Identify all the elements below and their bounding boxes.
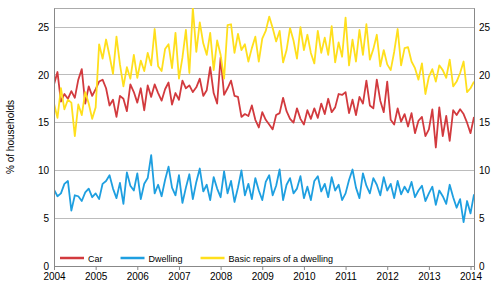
x-tick-mark bbox=[221, 266, 222, 270]
y-tick-label: 0 bbox=[43, 261, 49, 272]
y-tick: 0 bbox=[474, 261, 485, 272]
plot-area bbox=[54, 8, 474, 222]
x-tick-label: 2012 bbox=[377, 271, 400, 282]
x-axis-line bbox=[55, 267, 475, 271]
x-tick-mark bbox=[471, 266, 472, 270]
y-tick: 20 bbox=[474, 70, 491, 81]
x-tick-label: 2007 bbox=[168, 271, 191, 282]
y-tick: 15 bbox=[38, 117, 54, 128]
y-tick: 10 bbox=[474, 165, 491, 176]
x-tick-label: 2006 bbox=[127, 271, 150, 282]
legend-item: Car bbox=[60, 254, 103, 264]
series-line bbox=[54, 8, 474, 136]
x-tick-label: 2009 bbox=[252, 271, 275, 282]
left-y-axis-line bbox=[54, 9, 55, 267]
legend: Car Dwelling Basic repairs of a dwelling bbox=[60, 254, 333, 264]
y-tick-label: 20 bbox=[38, 70, 50, 81]
legend-swatch bbox=[201, 257, 225, 260]
legend-swatch bbox=[60, 257, 84, 260]
y-axis-title: % of households bbox=[5, 100, 16, 174]
x-tick-label: 2008 bbox=[210, 271, 233, 282]
x-axis: 2004 2005 2006 2007 2008 2009 2010 2011 2012 2013… bbox=[43, 266, 482, 282]
left-y-axis: 0 5 10 15 20 25 bbox=[38, 9, 55, 272]
grid-line bbox=[54, 122, 474, 123]
legend-label: Dwelling bbox=[149, 254, 183, 264]
y-tick-label: 15 bbox=[479, 117, 491, 128]
legend-label: Car bbox=[88, 254, 103, 264]
x-tick-mark bbox=[137, 266, 138, 270]
x-tick-mark bbox=[262, 266, 263, 270]
x-tick: 2008 bbox=[210, 266, 233, 282]
y-tick: 25 bbox=[38, 22, 54, 33]
x-tick: 2011 bbox=[335, 266, 357, 282]
x-tick: 2010 bbox=[293, 266, 316, 282]
grid-line bbox=[54, 74, 474, 75]
x-tick-label: 2014 bbox=[460, 271, 483, 282]
y-tick: 0 bbox=[43, 261, 54, 272]
grid-line bbox=[54, 27, 474, 28]
y-tick-label: 15 bbox=[38, 117, 50, 128]
x-tick: 2007 bbox=[168, 266, 191, 282]
x-tick: 2012 bbox=[377, 266, 400, 282]
x-tick-label: 2011 bbox=[335, 271, 357, 282]
x-tick-label: 2004 bbox=[43, 271, 66, 282]
y-tick: 10 bbox=[38, 165, 54, 176]
grid-line bbox=[54, 170, 474, 171]
chart: 2004200520062007200820092010201120122013… bbox=[0, 0, 491, 302]
legend-label: Basic repairs of a dwelling bbox=[229, 254, 334, 264]
x-tick-mark bbox=[304, 266, 305, 270]
y-tick-label: 25 bbox=[479, 22, 491, 33]
x-tick-mark bbox=[54, 266, 55, 270]
y-tick-label: 5 bbox=[479, 213, 485, 224]
x-tick-label: 2005 bbox=[85, 271, 108, 282]
y-tick: 5 bbox=[43, 213, 54, 224]
x-tick-label: 2010 bbox=[293, 271, 316, 282]
x-tick: 2013 bbox=[418, 266, 441, 282]
y-tick-label: 10 bbox=[479, 165, 491, 176]
x-tick-label: 2013 bbox=[418, 271, 441, 282]
x-tick-mark bbox=[387, 266, 388, 270]
grid bbox=[54, 27, 474, 266]
y-tick: 5 bbox=[474, 213, 485, 224]
x-tick-mark bbox=[179, 266, 180, 270]
y-tick-label: 0 bbox=[479, 261, 485, 272]
y-tick-label: 10 bbox=[38, 165, 50, 176]
x-tick-mark bbox=[429, 266, 430, 270]
series-line bbox=[54, 155, 474, 222]
series-line bbox=[54, 58, 474, 148]
x-tick-mark bbox=[346, 266, 347, 270]
y-tick: 15 bbox=[474, 117, 491, 128]
right-y-axis-line bbox=[474, 9, 475, 267]
right-y-axis: 0 5 10 15 20 25 bbox=[474, 9, 491, 272]
x-tick: 2005 bbox=[85, 266, 108, 282]
y-tick: 20 bbox=[38, 70, 54, 81]
grid-line bbox=[54, 218, 474, 219]
legend-swatch bbox=[121, 257, 145, 260]
legend-item: Basic repairs of a dwelling bbox=[201, 254, 334, 264]
y-tick: 25 bbox=[474, 22, 491, 33]
x-tick: 2006 bbox=[127, 266, 150, 282]
x-tick: 2009 bbox=[252, 266, 275, 282]
x-tick-mark bbox=[96, 266, 97, 270]
y-tick-label: 5 bbox=[43, 213, 49, 224]
y-tick-label: 20 bbox=[479, 70, 491, 81]
plot-frame bbox=[54, 8, 474, 266]
y-tick-label: 25 bbox=[38, 22, 50, 33]
legend-item: Dwelling bbox=[121, 254, 183, 264]
